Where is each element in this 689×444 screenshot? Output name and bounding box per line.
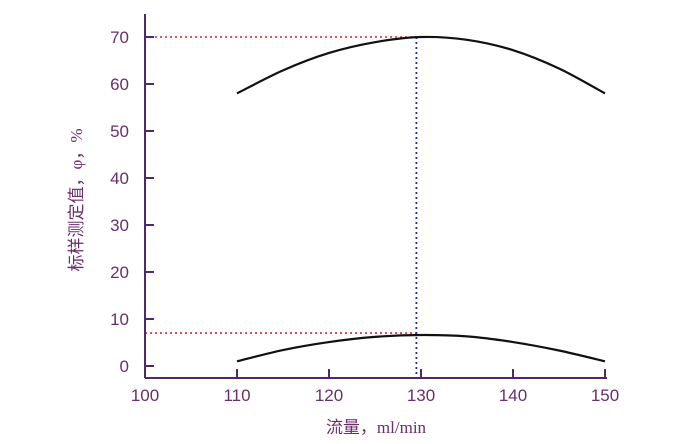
reference-lines bbox=[145, 36, 418, 378]
x-tick-label: 100 bbox=[131, 386, 159, 405]
axes bbox=[144, 14, 607, 379]
y-tick-label: 60 bbox=[110, 75, 129, 94]
series-layer bbox=[236, 35, 606, 363]
y-tick-label: 20 bbox=[110, 263, 129, 282]
y-tick-label: 30 bbox=[110, 216, 129, 235]
y-tick-label: 40 bbox=[110, 169, 129, 188]
ticks: 0 10 20 30 40 50 60 70 100 110 120 130 140 150 bbox=[110, 28, 619, 405]
y-tick-label: 0 bbox=[120, 357, 129, 376]
y-tick-label: 50 bbox=[110, 122, 129, 141]
x-axis-label: 流量，ml/min bbox=[326, 418, 427, 437]
x-tick-label: 120 bbox=[315, 386, 343, 405]
x-tick-label: 130 bbox=[407, 386, 435, 405]
y-tick-label: 10 bbox=[110, 310, 129, 329]
x-tick-label: 140 bbox=[499, 386, 527, 405]
x-tick-label: 150 bbox=[591, 386, 619, 405]
y-axis-label: 标样测定值，φ，% bbox=[67, 129, 86, 272]
x-tick-label: 110 bbox=[223, 386, 250, 405]
series-line-1 bbox=[236, 35, 606, 95]
y-tick-label: 70 bbox=[110, 28, 129, 47]
series-line-2 bbox=[236, 333, 606, 363]
